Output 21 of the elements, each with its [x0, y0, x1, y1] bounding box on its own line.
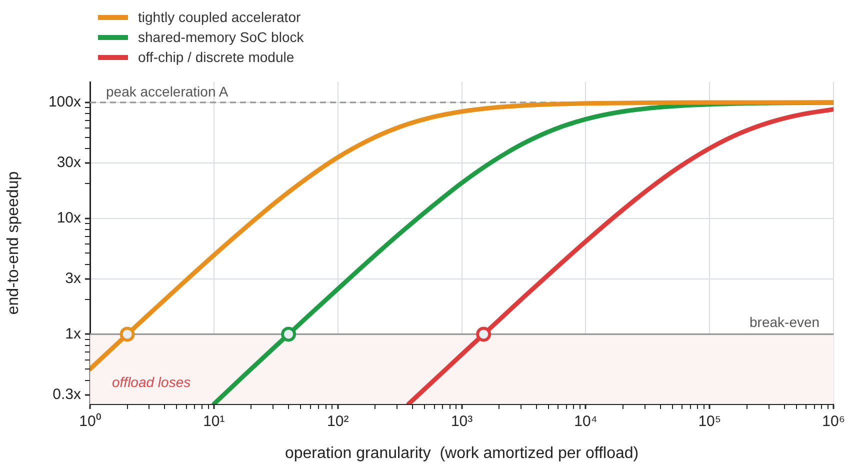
legend-label: shared-memory SoC block — [138, 29, 304, 45]
y-tick-label: 100x — [48, 94, 82, 111]
legend-label: off-chip / discrete module — [138, 49, 294, 65]
y-tick-label: 0.3x — [52, 386, 82, 403]
y-tick-label: 1x — [65, 325, 82, 342]
ref-line-label: break-even — [750, 314, 820, 330]
x-axis-title: operation granularity (work amortized per offload) — [284, 444, 639, 462]
x-tick-label: 10¹ — [203, 413, 225, 430]
x-tick-label: 10² — [327, 413, 349, 430]
x-tick-label: 10⁰ — [79, 413, 101, 430]
x-tick-label: 10³ — [450, 413, 473, 430]
legend-label: tightly coupled accelerator — [138, 9, 301, 25]
x-tick-label: 10⁵ — [698, 413, 722, 430]
y-tick-label: 30x — [56, 154, 82, 172]
y-axis-title: end-to-end speedup — [5, 171, 22, 315]
band-label: offload loses — [112, 374, 191, 390]
y-tick-label: 3x — [65, 270, 82, 288]
ref-line-label: peak acceleration A — [106, 83, 229, 100]
x-tick-label: 10⁴ — [574, 413, 598, 430]
x-tick-label: 10⁶ — [822, 413, 845, 430]
y-tick-label: 10x — [56, 209, 82, 226]
